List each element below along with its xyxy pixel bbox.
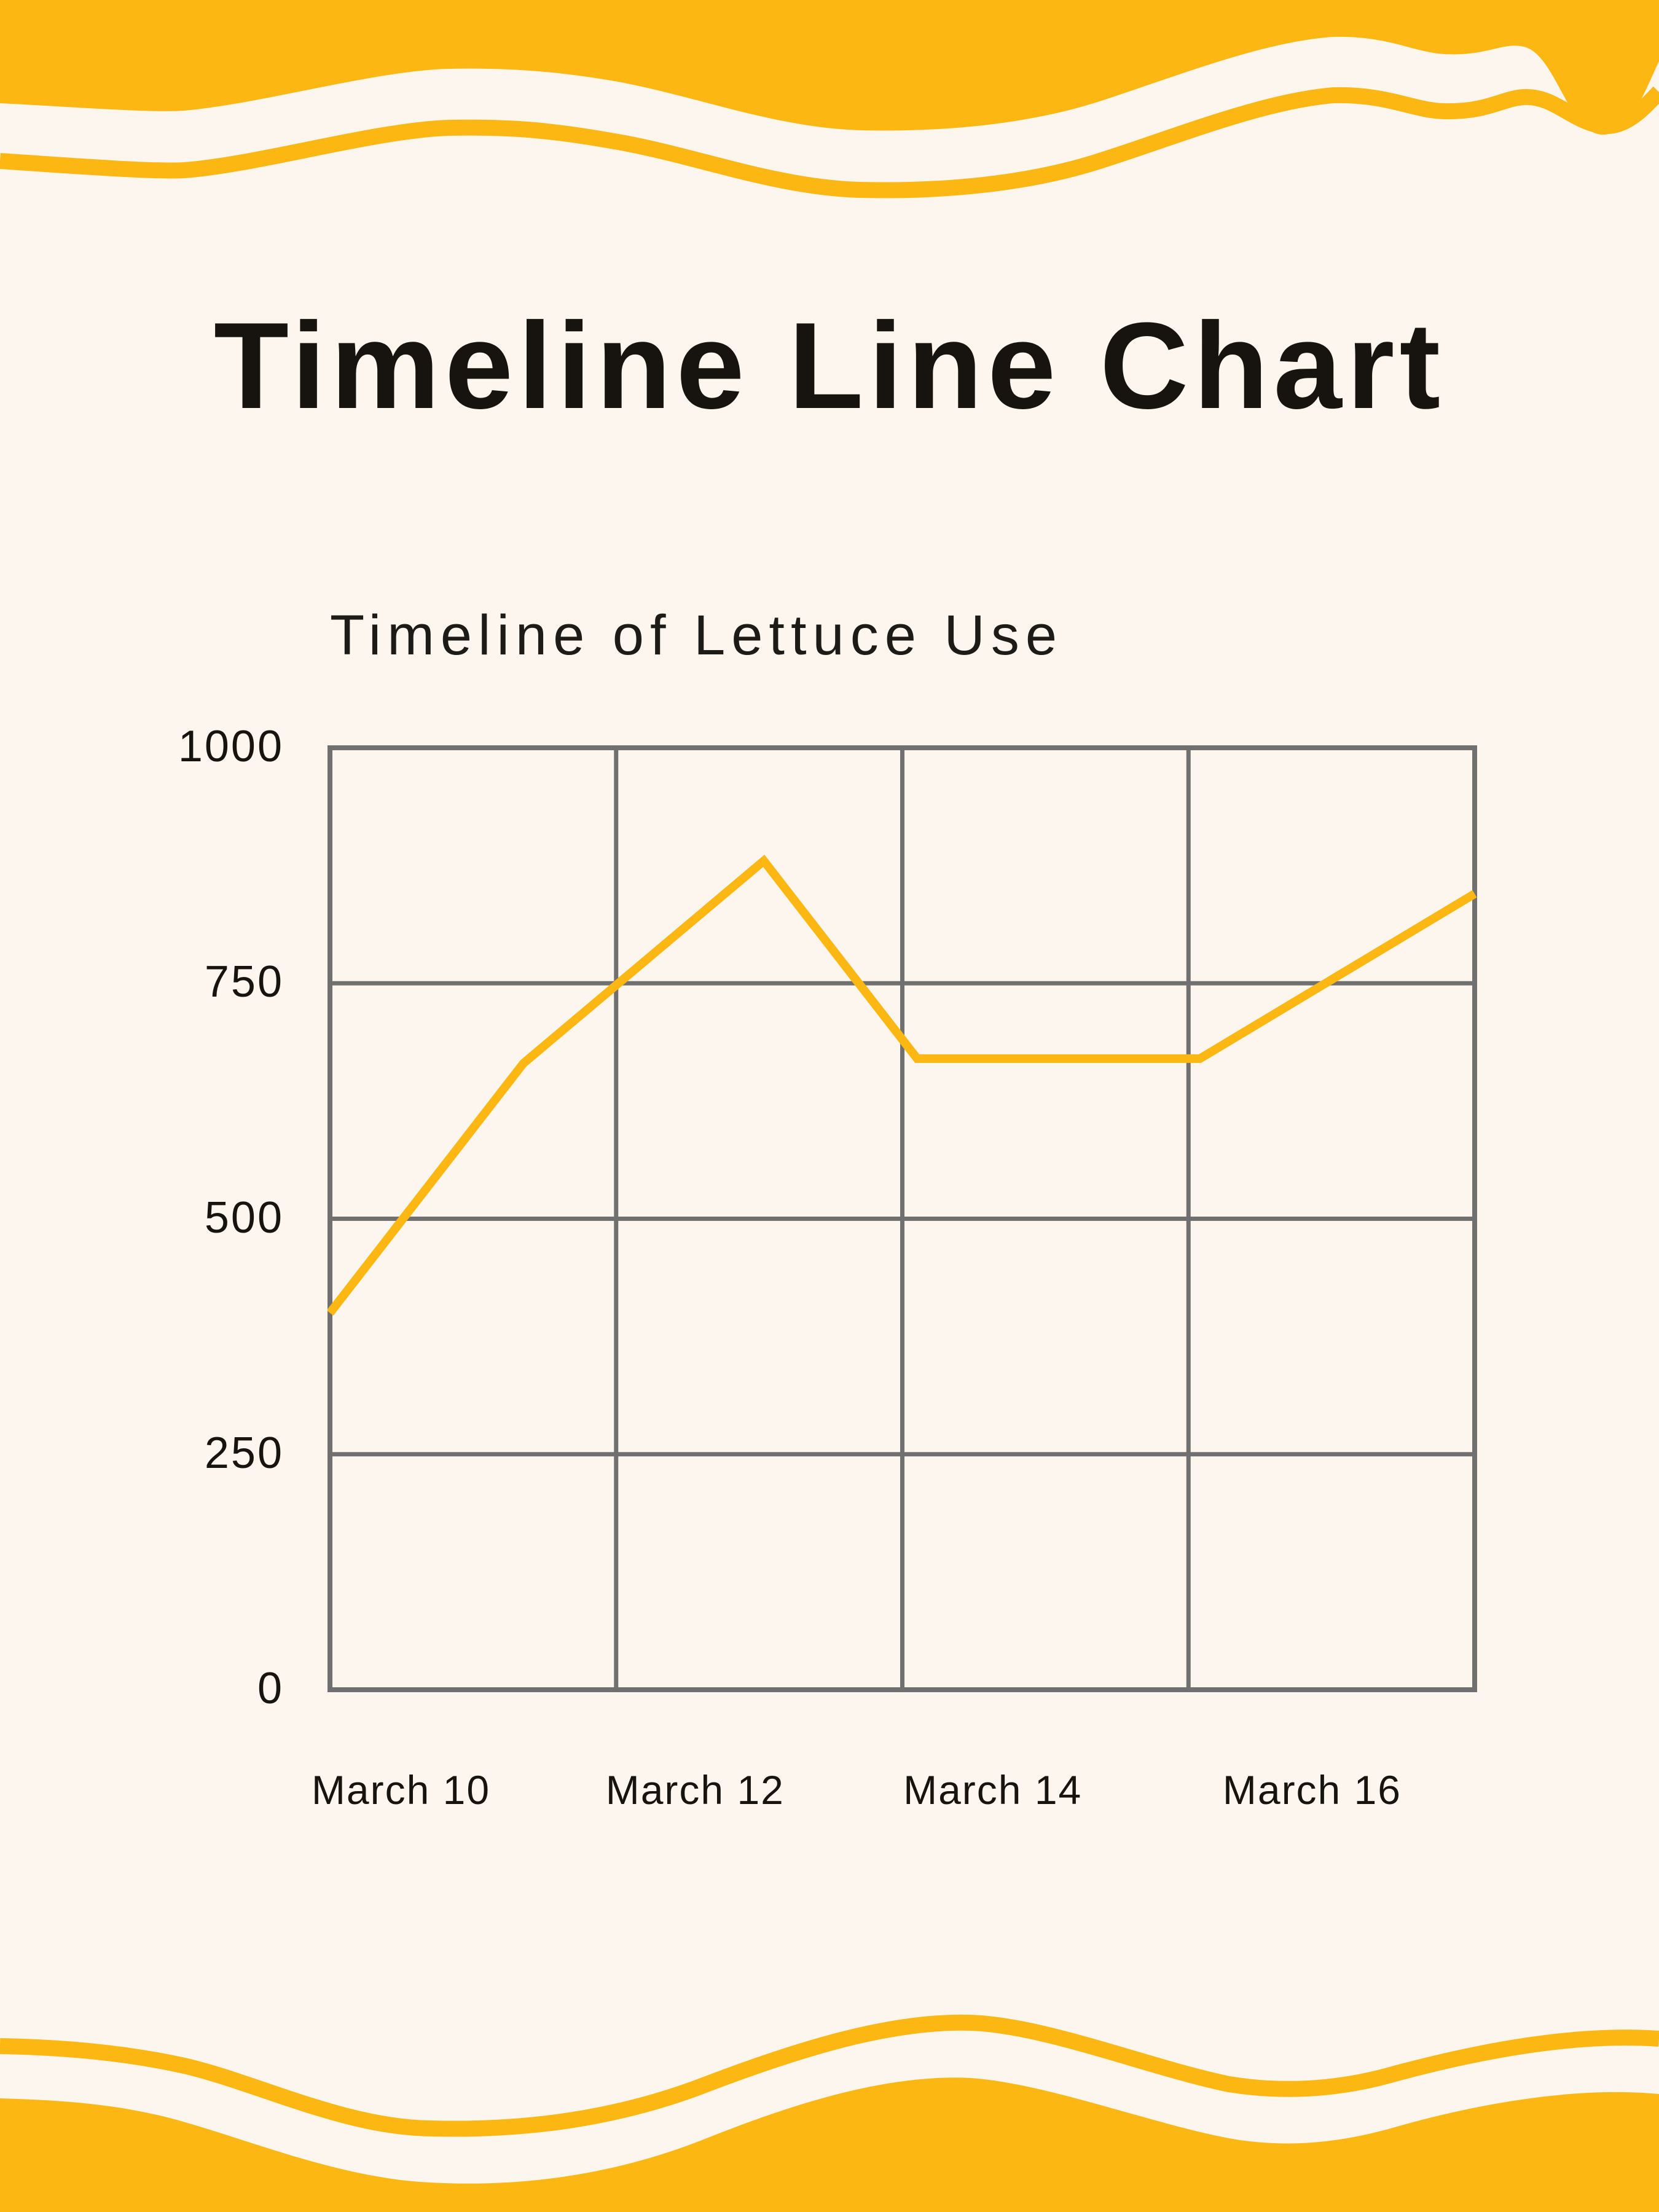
x-axis-label: March 16 xyxy=(1222,1767,1402,1813)
y-axis-tick-label: 1000 xyxy=(178,722,284,771)
x-axis-label: March 14 xyxy=(903,1767,1083,1813)
page-title: Timeline Line Chart xyxy=(213,297,1446,434)
top-wave-decoration xyxy=(0,0,1659,198)
x-axis-label: March 10 xyxy=(311,1767,491,1813)
y-axis-tick-label: 250 xyxy=(204,1428,284,1478)
bottom-wave-blob xyxy=(0,2077,1659,2212)
top-wave-stripe xyxy=(0,86,1659,198)
y-axis-tick-label: 500 xyxy=(204,1193,284,1242)
chart-plot xyxy=(327,745,1477,1692)
chart-title: Timeline of Lettuce Use xyxy=(330,604,1064,667)
top-wave-blob xyxy=(0,0,1659,135)
bottom-wave-stripe xyxy=(0,2014,1659,2137)
plot-border xyxy=(327,745,1477,1692)
x-axis-label: March 12 xyxy=(605,1767,785,1813)
data-line xyxy=(327,854,1477,1316)
y-axis-tick-label: 0 xyxy=(257,1664,284,1713)
y-axis-tick-label: 750 xyxy=(204,957,284,1007)
bottom-wave-decoration xyxy=(0,2014,1659,2212)
